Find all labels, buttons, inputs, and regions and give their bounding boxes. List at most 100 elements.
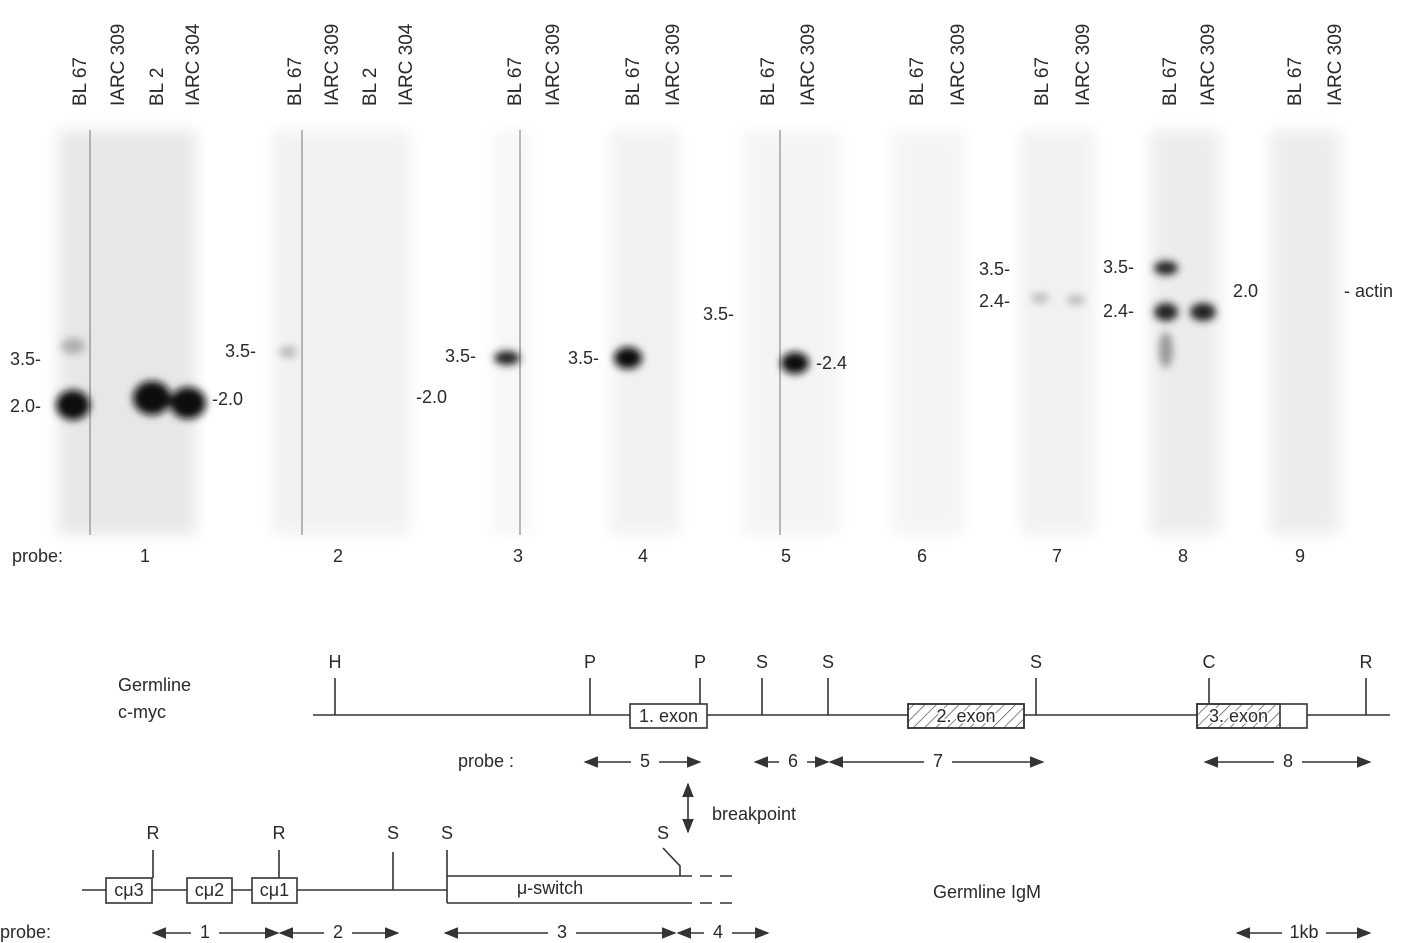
band [614,347,642,369]
probe-number: 6 [788,751,798,771]
lane-label: BL 67 [70,57,91,106]
site-label: R [147,823,160,843]
exon-label: 1. exon [639,706,698,726]
lane-label: BL 67 [285,57,306,106]
size-marker: 3.5- [979,259,1010,279]
probe-number: 8 [1178,546,1188,566]
probe-label: probe: [12,546,63,566]
size-marker: -2.0 [212,389,243,409]
size-marker: 2.4- [1103,301,1134,321]
band [1031,293,1049,303]
probe-number: 3 [557,922,567,942]
site-label: H [329,652,342,672]
band [1154,261,1178,275]
lane-label: IARC 309 [798,24,819,106]
gel [272,130,410,535]
probe-number: 7 [933,751,943,771]
site-label: P [694,652,706,672]
map-label: c-myc [118,702,166,722]
site-label: S [1030,652,1042,672]
site-label: C [1203,652,1216,672]
lane-label: IARC 309 [1198,24,1219,106]
lane-label: BL 67 [1032,57,1053,106]
size-marker: - actin [1344,281,1393,301]
probe-number: 4 [713,922,723,942]
site-label: P [584,652,596,672]
map-label: Germline IgM [933,882,1041,902]
size-marker: 2.0 [1233,281,1258,301]
site-label: S [657,823,669,843]
lane-label: BL 2 [360,68,381,106]
lane-label: BL 67 [1160,57,1181,106]
probe-number: 6 [917,546,927,566]
gel [1150,130,1220,535]
band [1067,295,1085,305]
lane-label: IARC 309 [663,24,684,106]
band [494,351,520,365]
lane-label: IARC 304 [396,23,417,106]
probe-number: 7 [1052,546,1062,566]
site-label: S [756,652,768,672]
gel [58,130,196,535]
lane-label: IARC 309 [108,24,129,106]
gel [610,130,680,535]
size-marker: 3.5- [10,349,41,369]
gel [1270,130,1340,535]
probe-number: 5 [781,546,791,566]
lane-label: BL 67 [758,57,779,106]
exon-label: 3. exon [1209,706,1268,726]
probe-number: 1 [200,922,210,942]
band [61,338,85,354]
gel [1020,130,1095,535]
gels: probe: BL 67 IARC 309 BL 2 IARC 304 3.5- 2.0- -… [10,23,1393,566]
lane-label: IARC 309 [322,24,343,106]
lane-label: BL 67 [623,57,644,106]
site-label: R [1360,652,1373,672]
size-marker: 2.0- [10,396,41,416]
probe-number: 4 [638,546,648,566]
switch-label: μ-switch [517,878,583,898]
size-marker: 3.5- [703,304,734,324]
band [1159,332,1173,368]
size-marker: 2.4- [979,291,1010,311]
size-marker: -2.0 [416,387,447,407]
gel [742,130,840,535]
band [170,387,206,419]
probe-number: 5 [640,751,650,771]
site-label: S [387,823,399,843]
gel [492,130,532,535]
constant-region-label: cμ1 [260,880,289,900]
site-label: R [273,823,286,843]
scale-label: 1kb [1289,922,1318,942]
lane-label: IARC 309 [1325,24,1346,106]
probe-number: 8 [1283,751,1293,771]
constant-region-label: cμ2 [195,880,224,900]
band [1154,303,1178,321]
figure: probe: BL 67 IARC 309 BL 2 IARC 304 3.5- 2.0- -… [0,0,1405,943]
site-tick [663,848,680,876]
lane-label: IARC 309 [543,24,564,106]
probe-label: probe: [0,922,51,942]
lane-label: IARC 309 [1073,24,1094,106]
band [1190,303,1216,321]
constant-region-label: cμ3 [114,880,143,900]
site-label: S [441,823,453,843]
probe-number: 2 [333,922,343,942]
lane-label: BL 2 [147,68,168,106]
site-label: S [822,652,834,672]
switch-dashes [680,876,735,903]
breakpoint-label: breakpoint [712,804,796,824]
size-marker: 3.5- [568,348,599,368]
exon-label: 2. exon [936,706,995,726]
probe-number: 3 [513,546,523,566]
band [279,346,297,358]
gene-maps: Germlinec-mycHPPSSSCR1. exon2. exon3. ex… [0,652,1390,942]
band [133,381,171,415]
probe-label: probe : [458,751,514,771]
size-marker: 3.5- [445,346,476,366]
lane-label: IARC 304 [183,23,204,106]
size-marker: -2.4 [816,353,847,373]
lane-label: BL 67 [1285,57,1306,106]
probe-number: 1 [140,546,150,566]
lane-label: IARC 309 [948,24,969,106]
